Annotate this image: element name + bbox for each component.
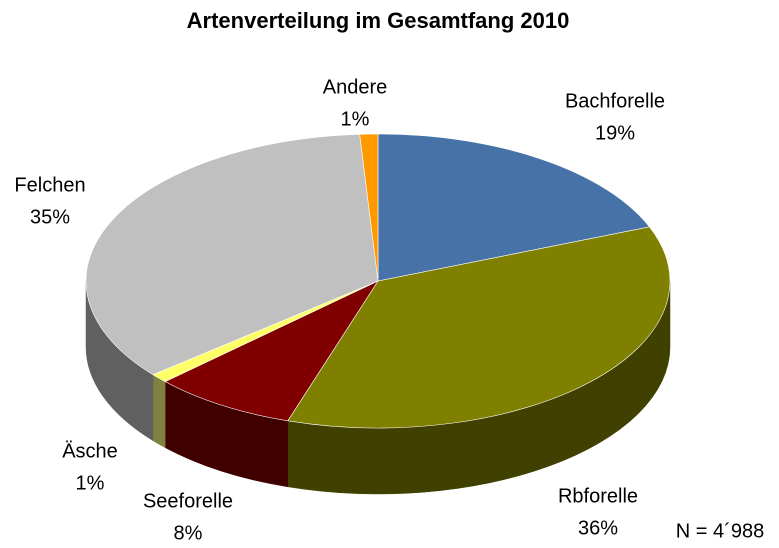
slice-label: Rbforelle bbox=[558, 485, 638, 507]
slice-label: Äsche bbox=[62, 440, 118, 462]
chart-title: Artenverteilung im Gesamtfang 2010 bbox=[187, 8, 570, 33]
slice bbox=[377, 133, 651, 282]
slice-value-label: 35% bbox=[30, 206, 70, 228]
slice bbox=[287, 226, 671, 429]
slice-value-label: 1% bbox=[341, 108, 370, 130]
slice-label: Bachforelle bbox=[565, 90, 665, 112]
slice-side bbox=[152, 374, 166, 449]
annotation: N = 4´988 bbox=[676, 520, 764, 542]
slice bbox=[85, 133, 379, 376]
slice-value-label: 8% bbox=[174, 522, 203, 544]
slice-label: Felchen bbox=[14, 174, 85, 196]
slice-value-label: 1% bbox=[76, 472, 105, 494]
slice-label: Seeforelle bbox=[143, 490, 233, 512]
slice-value-label: 19% bbox=[595, 122, 635, 144]
slice-label: Andere bbox=[323, 76, 388, 98]
slice bbox=[359, 133, 379, 282]
slice-value-label: 36% bbox=[578, 517, 618, 539]
slice bbox=[164, 280, 379, 422]
